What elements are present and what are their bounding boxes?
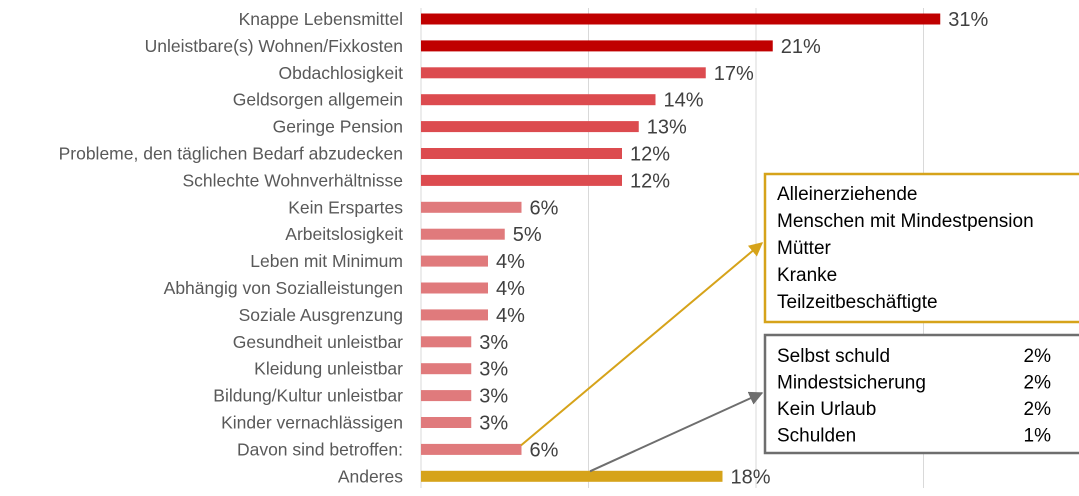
category-label: Probleme, den täglichen Bedarf abzudecke… [59, 144, 403, 164]
other-reason-value: 2% [1024, 399, 1052, 420]
bar [421, 363, 472, 375]
bar [421, 390, 472, 402]
other-reason-label: Schulden [777, 426, 856, 447]
affected-group-item: Teilzeitbeschäftigte [777, 292, 938, 313]
bar [421, 282, 488, 294]
bar [421, 228, 505, 240]
value-label: 21% [781, 36, 821, 58]
value-label: 4% [496, 305, 525, 327]
other-reason-label: Mindestsicherung [777, 373, 926, 394]
bar [421, 40, 773, 52]
bar [421, 417, 472, 428]
category-label: Schlechte Wohnverhältnisse [183, 170, 404, 190]
category-label: Bildung/Kultur unleistbar [213, 386, 403, 406]
category-label: Abhängig von Sozialleistungen [164, 278, 403, 298]
affected-group-item: Alleinerziehende [777, 184, 918, 205]
bar [421, 201, 522, 213]
other-reason-label: Kein Urlaub [777, 399, 876, 420]
bar [421, 121, 639, 133]
value-label: 6% [530, 197, 559, 219]
category-label: Davon sind betroffen: [237, 439, 403, 459]
value-label: 14% [664, 90, 704, 112]
value-label: 3% [479, 332, 508, 354]
value-label: 4% [496, 278, 525, 300]
value-label: 3% [479, 413, 508, 435]
bar [421, 174, 622, 186]
affected-group-item: Menschen mit Mindestpension [777, 211, 1034, 232]
category-label: Geldsorgen allgemein [233, 90, 403, 110]
bar [421, 255, 488, 267]
category-label: Knappe Lebensmittel [239, 9, 403, 29]
value-label: 17% [714, 63, 754, 85]
other-reason-label: Selbst schuld [777, 346, 890, 367]
value-label: 12% [630, 144, 670, 166]
value-label: 13% [647, 117, 687, 139]
category-labels: Knappe Lebensmittel Unleistbare(s) Wohnen… [59, 9, 404, 486]
other-reasons-arrow [589, 391, 764, 473]
category-label: Arbeitslosigkeit [285, 224, 403, 244]
category-label: Gesundheit unleistbar [233, 332, 403, 352]
annotation-arrows [520, 242, 764, 473]
category-label: Leben mit Minimum [250, 251, 403, 271]
bar [421, 67, 706, 79]
bar [421, 148, 622, 159]
other-reason-value: 2% [1024, 373, 1052, 394]
category-label: Kein Erspartes [288, 197, 403, 217]
value-labels: 31% 21% 17% 14% 13% 12% 12% 6% 5% 4% 4% 4% 3% 3% 3% 3% 6… [479, 9, 988, 488]
value-label: 6% [530, 439, 559, 461]
value-label: 4% [496, 251, 525, 273]
category-label: Kinder vernachlässigen [221, 413, 403, 433]
other-reasons-box [763, 333, 1079, 455]
category-label: Soziale Ausgrenzung [239, 305, 403, 325]
category-label: Obdachlosigkeit [278, 63, 403, 83]
bars [421, 13, 941, 482]
category-label: Geringe Pension [273, 117, 403, 137]
bar [421, 470, 723, 482]
affected-groups-box [763, 172, 1079, 324]
value-label: 18% [731, 466, 771, 488]
value-label: 3% [479, 386, 508, 408]
affected-groups-arrow [520, 242, 764, 447]
category-label: Unleistbare(s) Wohnen/Fixkosten [145, 36, 403, 56]
other-reason-value: 2% [1024, 346, 1052, 367]
value-label: 12% [630, 170, 670, 192]
value-label: 31% [948, 9, 988, 31]
category-label: Kleidung unleistbar [254, 359, 403, 379]
category-label: Anderes [338, 466, 403, 486]
bar [421, 443, 522, 455]
value-label: 3% [479, 359, 508, 381]
annotation-boxes: Alleinerziehende Menschen mit Mindestpens… [763, 172, 1079, 455]
value-label: 5% [513, 224, 542, 246]
other-reason-value: 1% [1024, 426, 1052, 447]
bar [421, 13, 941, 25]
affected-group-item: Mütter [777, 238, 832, 259]
bar [421, 336, 472, 348]
affected-group-item: Kranke [777, 265, 837, 286]
bar [421, 94, 656, 106]
bar [421, 309, 488, 321]
